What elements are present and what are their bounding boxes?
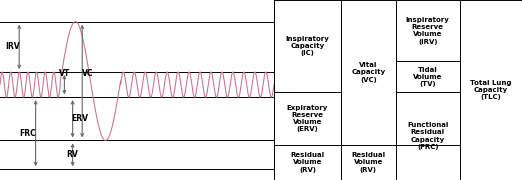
- Text: ERV: ERV: [71, 114, 88, 123]
- Text: VC: VC: [82, 69, 93, 78]
- Text: Expiratory
Reserve
Volume
(ERV): Expiratory Reserve Volume (ERV): [287, 105, 328, 132]
- Text: RV: RV: [67, 150, 78, 159]
- Text: VT: VT: [59, 69, 70, 78]
- Text: Residual
Volume
(RV): Residual Volume (RV): [290, 152, 325, 173]
- Text: Inspiratory
Reserve
Volume
(IRV): Inspiratory Reserve Volume (IRV): [406, 17, 450, 45]
- Text: Residual
Volume
(RV): Residual Volume (RV): [351, 152, 385, 173]
- Text: Inspiratory
Capacity
(IC): Inspiratory Capacity (IC): [286, 36, 329, 56]
- Text: IRV: IRV: [5, 42, 20, 51]
- Text: Functional
Residual
Capacity
(FRC): Functional Residual Capacity (FRC): [407, 122, 448, 150]
- Text: Total Lung
Capacity
(TLC): Total Lung Capacity (TLC): [470, 80, 512, 100]
- Text: FRC: FRC: [19, 129, 36, 138]
- Text: Tidal
Volume
(TV): Tidal Volume (TV): [413, 67, 443, 87]
- Text: Vital
Capacity
(VC): Vital Capacity (VC): [351, 62, 385, 83]
